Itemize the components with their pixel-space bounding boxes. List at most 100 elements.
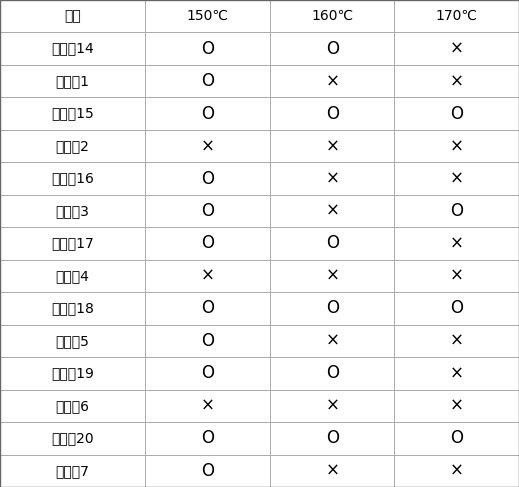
- Bar: [270, 33, 394, 65]
- Text: 对比例1: 对比例1: [56, 74, 90, 88]
- Text: O: O: [201, 169, 214, 187]
- Bar: [0, 357, 145, 390]
- Text: O: O: [201, 72, 214, 90]
- Text: ×: ×: [450, 462, 463, 480]
- Text: 150℃: 150℃: [187, 9, 228, 23]
- Bar: [145, 195, 270, 227]
- Text: ×: ×: [450, 397, 463, 415]
- Bar: [394, 357, 519, 390]
- Bar: [394, 454, 519, 487]
- Bar: [145, 97, 270, 130]
- Text: O: O: [325, 364, 339, 382]
- Text: 对比例7: 对比例7: [56, 464, 90, 478]
- Bar: [0, 97, 145, 130]
- Bar: [270, 454, 394, 487]
- Bar: [0, 292, 145, 325]
- Text: ×: ×: [325, 267, 339, 285]
- Text: 温度: 温度: [64, 9, 81, 23]
- Bar: [270, 65, 394, 97]
- Bar: [270, 227, 394, 260]
- Bar: [270, 357, 394, 390]
- Text: O: O: [325, 235, 339, 252]
- Bar: [394, 65, 519, 97]
- Text: 对比例4: 对比例4: [56, 269, 90, 283]
- Bar: [270, 97, 394, 130]
- Text: O: O: [201, 332, 214, 350]
- Text: 实施例18: 实施例18: [51, 301, 94, 316]
- Bar: [270, 195, 394, 227]
- Text: O: O: [450, 300, 463, 318]
- Bar: [145, 357, 270, 390]
- Text: ×: ×: [450, 72, 463, 90]
- Text: O: O: [201, 364, 214, 382]
- Bar: [145, 260, 270, 292]
- Text: O: O: [201, 40, 214, 57]
- Bar: [0, 33, 145, 65]
- Bar: [0, 130, 145, 162]
- Text: 实施例16: 实施例16: [51, 171, 94, 186]
- Text: ×: ×: [325, 332, 339, 350]
- Bar: [0, 0, 145, 33]
- Bar: [270, 130, 394, 162]
- Bar: [270, 260, 394, 292]
- Bar: [394, 97, 519, 130]
- Bar: [394, 162, 519, 195]
- Bar: [145, 162, 270, 195]
- Text: 实施例15: 实施例15: [51, 107, 94, 121]
- Text: 对比例5: 对比例5: [56, 334, 90, 348]
- Text: O: O: [201, 462, 214, 480]
- Text: O: O: [201, 300, 214, 318]
- Bar: [0, 260, 145, 292]
- Bar: [270, 162, 394, 195]
- Text: 对比例3: 对比例3: [56, 204, 90, 218]
- Text: ×: ×: [201, 137, 214, 155]
- Text: O: O: [450, 105, 463, 123]
- Text: ×: ×: [325, 202, 339, 220]
- Bar: [270, 292, 394, 325]
- Text: ×: ×: [450, 137, 463, 155]
- Text: O: O: [325, 105, 339, 123]
- Bar: [0, 65, 145, 97]
- Text: ×: ×: [450, 267, 463, 285]
- Bar: [0, 195, 145, 227]
- Bar: [270, 390, 394, 422]
- Bar: [145, 0, 270, 33]
- Text: 实施例14: 实施例14: [51, 42, 94, 56]
- Text: ×: ×: [450, 235, 463, 252]
- Bar: [394, 195, 519, 227]
- Text: ×: ×: [450, 40, 463, 57]
- Bar: [145, 227, 270, 260]
- Bar: [145, 292, 270, 325]
- Text: O: O: [450, 202, 463, 220]
- Bar: [270, 0, 394, 33]
- Text: O: O: [201, 235, 214, 252]
- Text: 160℃: 160℃: [311, 9, 353, 23]
- Text: 对比例2: 对比例2: [56, 139, 90, 153]
- Bar: [0, 227, 145, 260]
- Bar: [145, 130, 270, 162]
- Text: ×: ×: [325, 137, 339, 155]
- Bar: [394, 130, 519, 162]
- Text: ×: ×: [450, 364, 463, 382]
- Text: ×: ×: [325, 72, 339, 90]
- Bar: [0, 325, 145, 357]
- Text: O: O: [325, 300, 339, 318]
- Bar: [145, 454, 270, 487]
- Text: O: O: [450, 430, 463, 447]
- Text: 实施例17: 实施例17: [51, 237, 94, 250]
- Bar: [394, 325, 519, 357]
- Text: O: O: [201, 105, 214, 123]
- Bar: [0, 454, 145, 487]
- Text: ×: ×: [201, 397, 214, 415]
- Text: ×: ×: [325, 169, 339, 187]
- Bar: [145, 33, 270, 65]
- Text: O: O: [201, 430, 214, 447]
- Bar: [145, 65, 270, 97]
- Text: ×: ×: [325, 397, 339, 415]
- Text: ×: ×: [201, 267, 214, 285]
- Bar: [0, 390, 145, 422]
- Text: 对比例6: 对比例6: [56, 399, 90, 413]
- Bar: [394, 227, 519, 260]
- Bar: [145, 390, 270, 422]
- Bar: [270, 422, 394, 454]
